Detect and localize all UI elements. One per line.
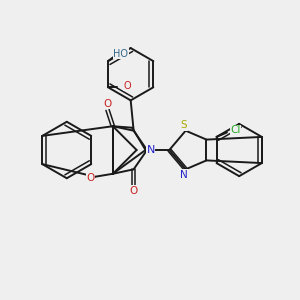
Text: Cl: Cl [230,125,240,135]
Text: O: O [86,173,95,183]
Text: N: N [146,145,155,155]
Text: N: N [180,170,188,180]
Text: HO: HO [113,49,128,59]
Text: O: O [124,81,131,91]
Text: O: O [103,99,112,109]
Text: O: O [130,186,138,196]
Text: S: S [181,120,188,130]
